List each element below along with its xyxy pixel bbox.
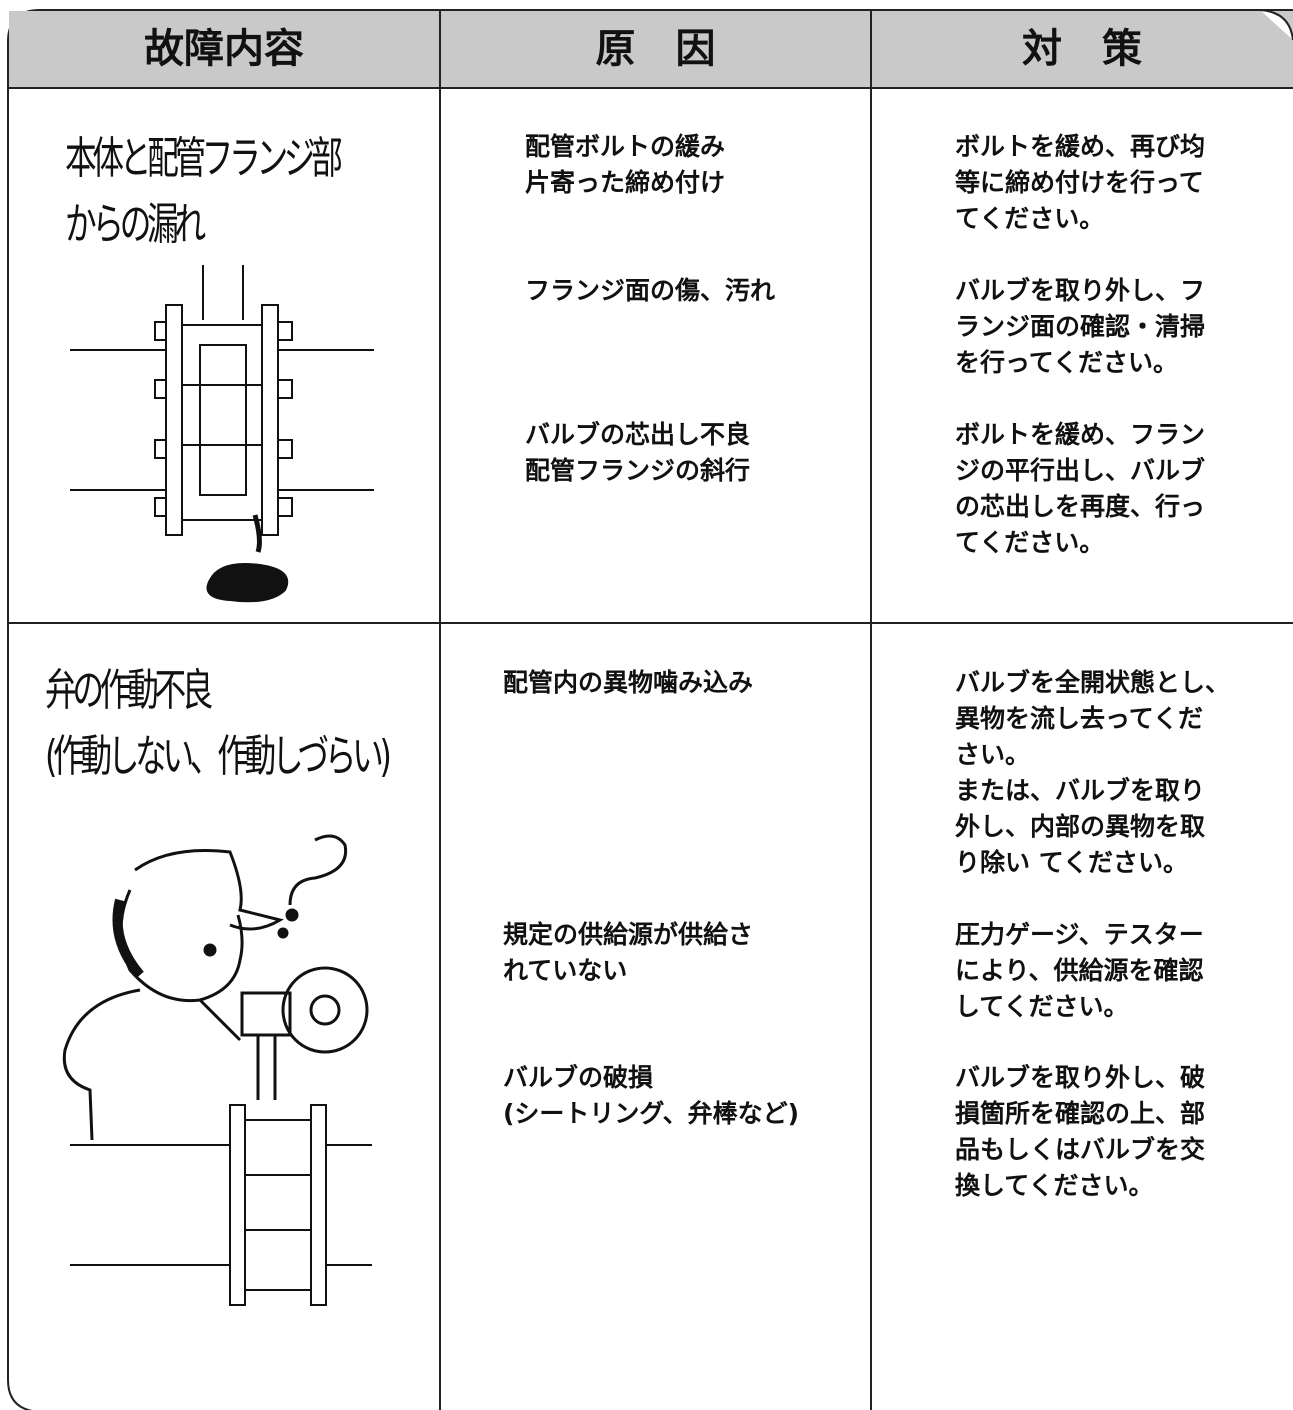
remedy-text: てください。 [955,204,1105,233]
header-cell: 故障内容 [144,26,304,72]
flange-illustration [70,265,374,603]
remedy-text: バルブを取り外し、破 [955,1063,1206,1092]
remedy-text: の芯出しを再度、行っ [955,492,1206,521]
remedy-text: ジの平行出し、バルブ [955,456,1206,485]
remedy-text: 等に締め付けを行って [955,168,1204,197]
cause-text: バルブの芯出し不良 [525,420,751,449]
cause-text: 配管内の異物噛み込み [503,668,754,697]
fault-title: 本体と配管フランジ部 [65,133,343,184]
cause-text: フランジ面の傷、汚れ [525,276,776,305]
remedy-text: 損箇所を確認の上、部 [955,1099,1206,1128]
remedy-text: 圧力ゲージ、テスター [955,920,1204,949]
remedy-text: バルブを全開状態とし、 [955,668,1231,697]
remedy-text: ランジ面の確認・清掃 [955,312,1206,341]
remedy-text: 異物を流し去ってくだ [955,704,1204,733]
worker-illustration [62,834,372,1306]
remedy-text: てください。 [955,528,1105,557]
cause-text: (シートリング、弁棒など) [503,1099,800,1128]
cause-text: バルブの破損 [503,1063,654,1092]
cause-text: 規定の供給源が供給さ [503,920,754,949]
cause-text: 片寄った締め付け [525,168,726,197]
remedy-text: バルブを取り外し、フ [955,276,1206,305]
remedy-text: してください。 [955,992,1129,1021]
header-cell: 原 因 [595,26,716,72]
remedy-text: により、供給源を確認 [955,956,1204,985]
header-cell: 対 策 [1022,26,1142,72]
remedy-text: または、バルブを取り [955,776,1206,805]
remedy-text: ボルトを緩め、フラン [955,420,1206,449]
fault-title: 弁の作動不良 [45,665,213,716]
header-band [9,11,1293,88]
corner [1259,9,1293,41]
remedy-text: さい。 [955,740,1031,769]
remedy-text: を行ってください。 [955,348,1179,377]
remedy-text: り除い てください。 [955,848,1188,877]
remedy-text: 換してください。 [955,1171,1154,1200]
cause-text: 配管ボルトの緩み [525,132,726,161]
fault-title: からの漏れ [65,199,206,250]
remedy-text: 外し、内部の異物を取 [955,812,1206,841]
remedy-text: 品もしくはバルブを交 [955,1135,1206,1164]
cause-text: 配管フランジの斜行 [525,456,751,485]
fault-title: (作動しない、作動しづらい) [45,731,392,782]
remedy-text: ボルトを緩め、再び均 [955,132,1206,161]
cause-text: れていない [503,956,628,985]
